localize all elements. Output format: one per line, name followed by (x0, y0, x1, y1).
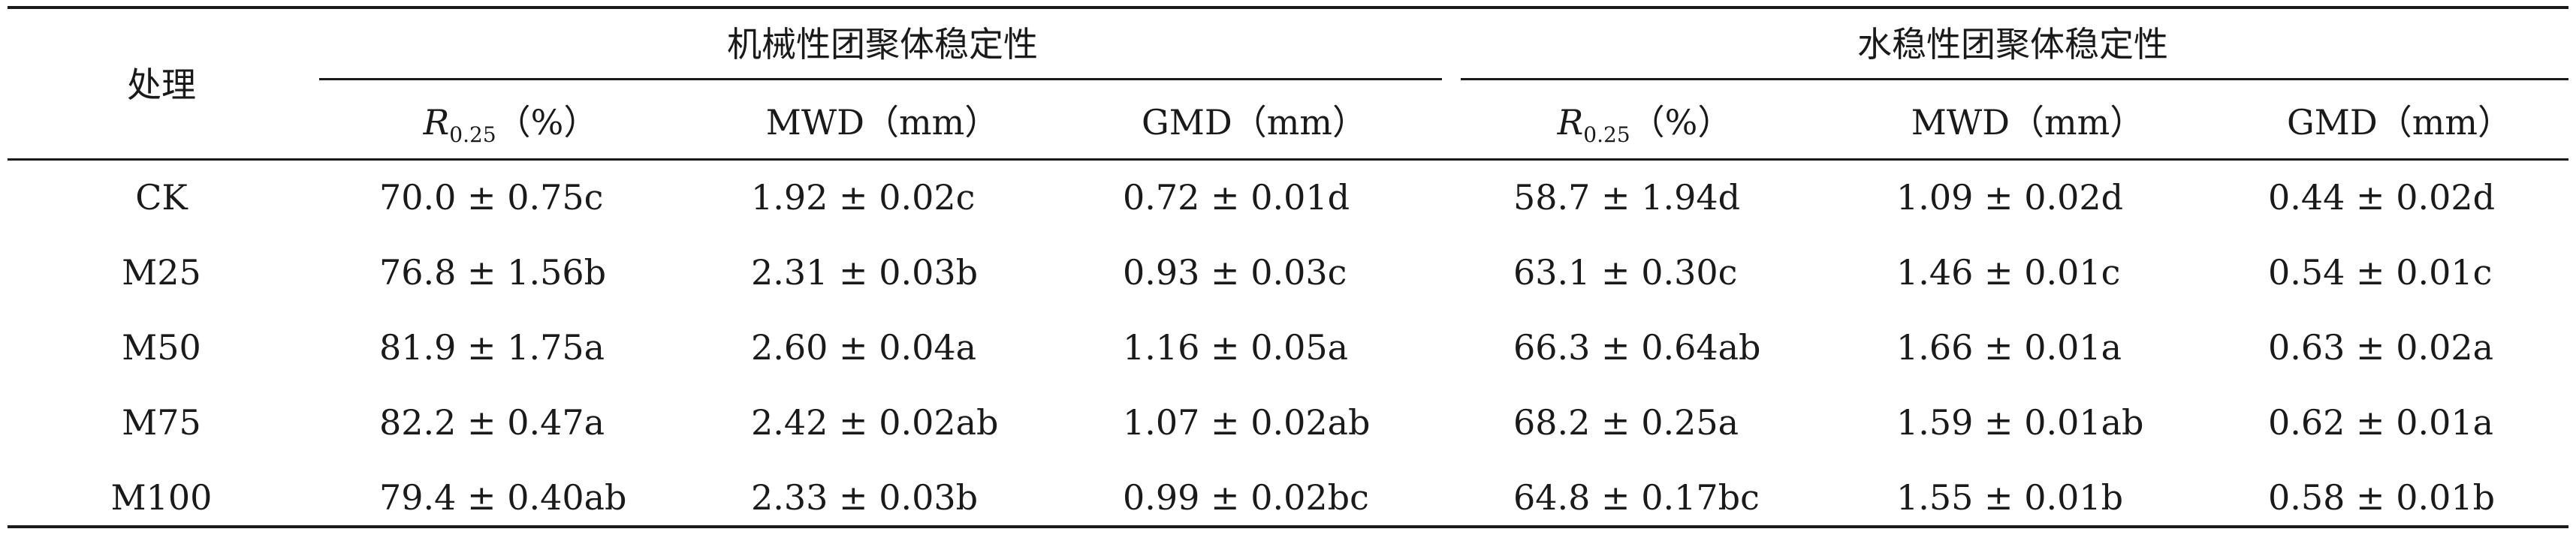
table-cell: 63.1 ± 0.30c (1513, 252, 1738, 293)
group-header-mechanical: 机械性团聚体稳定性 (727, 24, 1038, 65)
column-header: R0.25（%） (423, 102, 599, 146)
table-cell: 0.62 ± 0.01a (2268, 402, 2494, 443)
group-rule-mechanical (319, 78, 1442, 80)
column-header-symbol: MWD (1911, 102, 2010, 143)
table-cell: 1.59 ± 0.01ab (1896, 402, 2144, 443)
table-cell: 2.31 ± 0.03b (751, 252, 979, 293)
row-label: M100 (110, 477, 213, 518)
table-cell: 0.93 ± 0.03c (1123, 252, 1347, 293)
top-rule (8, 6, 2568, 9)
table-cell: 0.54 ± 0.01c (2268, 252, 2493, 293)
table-cell: 76.8 ± 1.56b (379, 252, 607, 293)
column-header-unit: （%） (496, 102, 599, 143)
group-rule-water (1461, 78, 2568, 80)
column-header-symbol: GMD (1142, 102, 1232, 143)
column-header-subscript: 0.25 (449, 122, 496, 147)
table-cell: 2.33 ± 0.03b (751, 477, 979, 518)
table-cell: 66.3 ± 0.64ab (1513, 327, 1761, 368)
table-cell: 1.66 ± 0.01a (1896, 327, 2122, 368)
table-cell: 79.4 ± 0.40ab (379, 477, 627, 518)
column-header: MWD（mm） (766, 105, 1000, 140)
column-header-unit: （mm） (2010, 102, 2145, 143)
column-header-unit: （mm） (1232, 102, 1367, 143)
table-cell: 2.60 ± 0.04a (751, 327, 977, 368)
column-header-subscript: 0.25 (1583, 122, 1630, 147)
column-header-symbol: R (423, 102, 450, 143)
table-cell: 1.16 ± 0.05a (1123, 327, 1349, 368)
row-label: M50 (122, 327, 201, 368)
column-header: GMD（mm） (2287, 105, 2512, 140)
table-cell: 1.07 ± 0.02ab (1123, 402, 1371, 443)
table-cell: 0.63 ± 0.02a (2268, 327, 2494, 368)
column-header-unit: （%） (1630, 102, 1733, 143)
column-header: MWD（mm） (1911, 105, 2145, 140)
column-header-symbol: R (1557, 102, 1584, 143)
row-label: CK (135, 177, 188, 218)
table-cell: 0.58 ± 0.01b (2268, 477, 2496, 518)
table-cell: 0.72 ± 0.01d (1123, 177, 1350, 218)
table-cell: 1.92 ± 0.02c (751, 177, 976, 218)
row-label: M75 (122, 402, 201, 443)
column-header: R0.25（%） (1557, 102, 1733, 146)
group-header-water: 水稳性团聚体稳定性 (1857, 24, 2168, 65)
table-cell: 82.2 ± 0.47a (379, 402, 605, 443)
table-cell: 81.9 ± 1.75a (379, 327, 605, 368)
table-cell: 2.42 ± 0.02ab (751, 402, 999, 443)
table-cell: 64.8 ± 0.17bc (1513, 477, 1760, 518)
column-header-unit: （mm） (2377, 102, 2512, 143)
table-cell: 0.44 ± 0.02d (2268, 177, 2496, 218)
table-cell: 70.0 ± 0.75c (379, 177, 604, 218)
table-cell: 0.99 ± 0.02bc (1123, 477, 1369, 518)
row-label: M25 (122, 252, 201, 293)
table-cell: 1.46 ± 0.01c (1896, 252, 2121, 293)
column-header-symbol: MWD (765, 102, 865, 143)
table-cell: 68.2 ± 0.25a (1513, 402, 1739, 443)
header-rule (8, 158, 2568, 161)
table-cell: 1.55 ± 0.01b (1896, 477, 2124, 518)
column-header-unit: （mm） (864, 102, 1000, 143)
table-cell: 58.7 ± 1.94d (1513, 177, 1741, 218)
table-cell: 1.09 ± 0.02d (1896, 177, 2124, 218)
bottom-rule (8, 525, 2568, 528)
column-header: GMD（mm） (1142, 105, 1367, 140)
corner-header: 处理 (127, 65, 196, 105)
column-header-symbol: GMD (2287, 102, 2378, 143)
